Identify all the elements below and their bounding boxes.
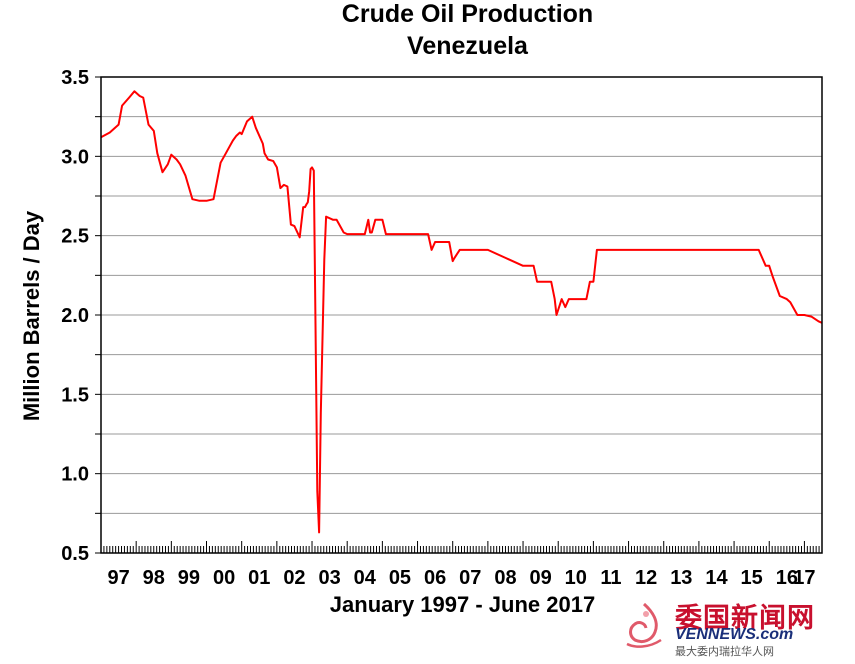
- y-tick-label: 3.0: [61, 146, 89, 168]
- x-tick-label: 06: [424, 567, 446, 589]
- x-tick-label: 12: [635, 567, 657, 589]
- x-tick-label: 02: [283, 567, 305, 589]
- vennews-logo-icon: [626, 602, 662, 648]
- x-tick-label: 11: [600, 567, 621, 589]
- y-tick-label: 2.0: [61, 305, 89, 327]
- x-tick-label: 07: [459, 567, 481, 589]
- x-tick-label: 04: [354, 567, 377, 589]
- x-tick-label: 01: [248, 567, 270, 589]
- x-tick-label: 08: [494, 567, 516, 589]
- x-tick-label: 99: [178, 567, 200, 589]
- x-tick-label: 17: [793, 567, 815, 589]
- watermark: 委国新闻网 VENNEWS.com 最大委内瑞拉华人网: [617, 596, 847, 658]
- y-tick-label: 1.0: [61, 464, 89, 486]
- x-tick-label: 98: [143, 567, 165, 589]
- y-tick-label: 0.5: [61, 543, 89, 565]
- x-tick-label: 97: [107, 567, 129, 589]
- x-tick-label: 05: [389, 567, 411, 589]
- chart-subtitle: Venezuela: [407, 32, 528, 60]
- x-tick-label: 10: [565, 567, 587, 589]
- y-tick-label: 3.5: [61, 67, 89, 89]
- x-tick-label: 16: [776, 567, 798, 589]
- watermark-tagline: 最大委内瑞拉华人网: [675, 645, 774, 658]
- watermark-name: 委国新闻网: [675, 603, 815, 634]
- plot-area: [100, 76, 823, 554]
- watermark-site: VENNEWS.com: [675, 626, 794, 643]
- x-tick-label: 00: [213, 567, 235, 589]
- y-tick-label: 2.5: [61, 226, 89, 248]
- x-axis-label: January 1997 - June 2017: [329, 592, 596, 617]
- y-tick-label: 1.5: [61, 384, 89, 406]
- x-tick-label: 03: [318, 567, 340, 589]
- chart-title: Crude Oil Production: [341, 0, 594, 28]
- x-tick-label: 14: [705, 567, 728, 589]
- x-tick-label: 13: [670, 567, 692, 589]
- series-line: [100, 90, 823, 534]
- x-tick-label: 15: [741, 567, 763, 589]
- x-tick-label: 09: [530, 567, 552, 589]
